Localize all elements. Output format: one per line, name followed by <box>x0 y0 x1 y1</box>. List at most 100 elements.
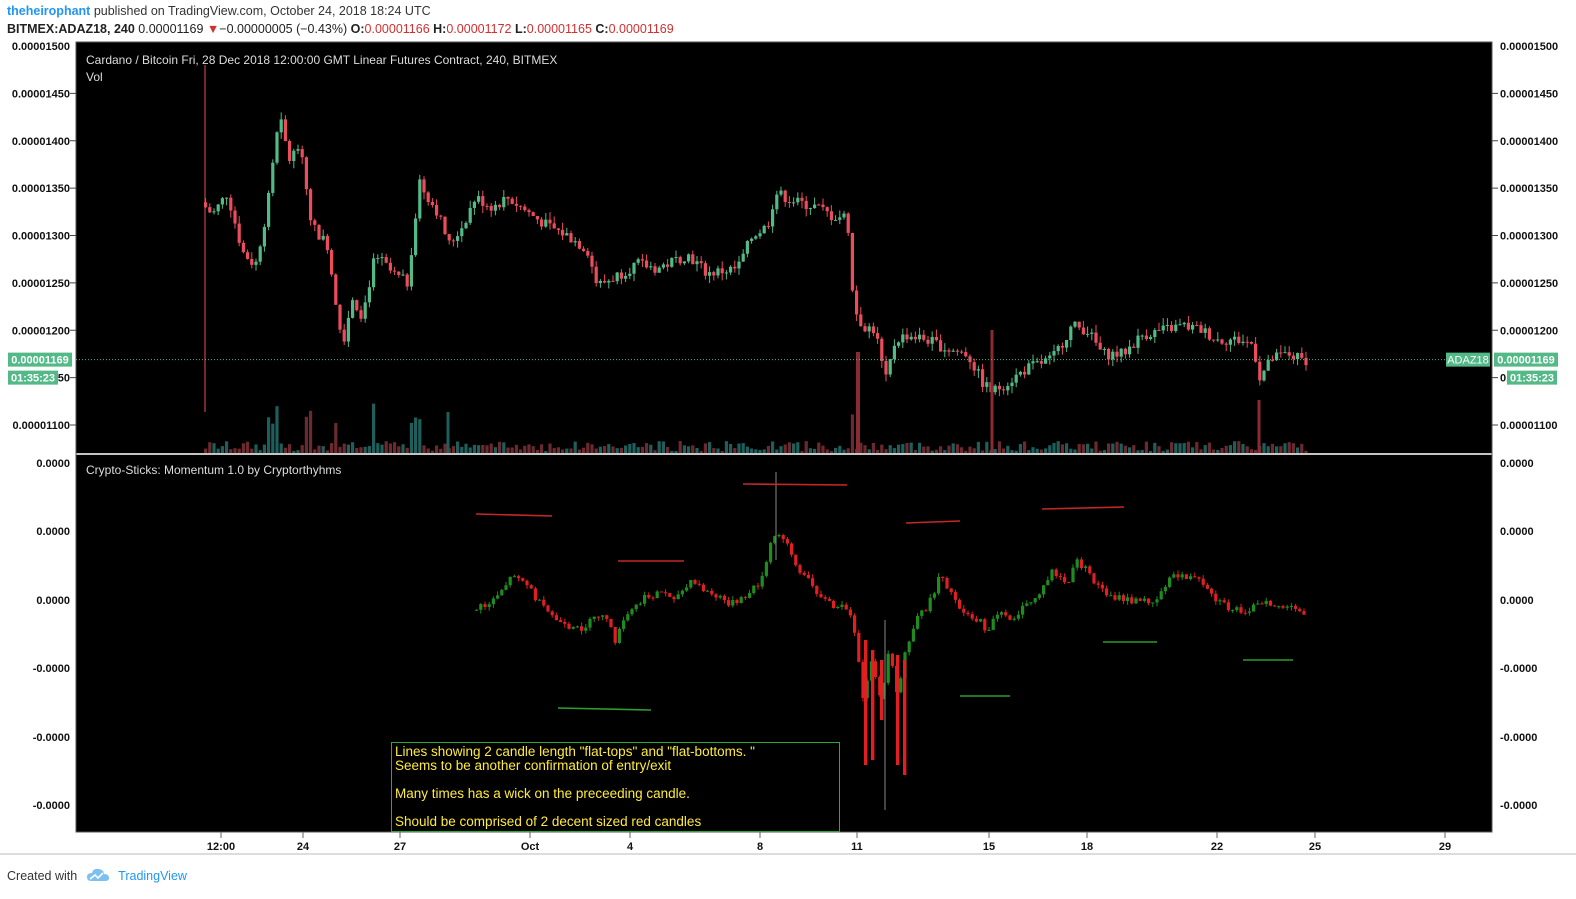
price-candle[interactable] <box>964 352 968 357</box>
momentum-candle[interactable] <box>529 585 533 589</box>
price-candle[interactable] <box>262 226 266 247</box>
momentum-candle[interactable] <box>1256 603 1260 605</box>
price-candle[interactable] <box>901 334 905 343</box>
price-candle[interactable] <box>548 219 552 224</box>
momentum-candle[interactable] <box>1231 610 1235 612</box>
price-candle[interactable] <box>414 218 418 256</box>
price-candle[interactable] <box>237 223 241 243</box>
momentum-candle[interactable] <box>920 610 924 616</box>
price-candle[interactable] <box>1056 346 1060 352</box>
price-candle[interactable] <box>1039 361 1043 364</box>
momentum-candle[interactable] <box>655 591 659 599</box>
price-candle[interactable] <box>527 210 531 213</box>
momentum-candle[interactable] <box>542 599 546 606</box>
price-candle[interactable] <box>1186 322 1190 330</box>
price-candle[interactable] <box>409 255 413 287</box>
momentum-candle[interactable] <box>958 599 962 609</box>
momentum-candle[interactable] <box>538 599 542 601</box>
price-candle[interactable] <box>1262 370 1266 381</box>
price-candle[interactable] <box>304 157 308 190</box>
price-candle[interactable] <box>506 196 510 199</box>
momentum-candle[interactable] <box>689 580 693 588</box>
momentum-candle[interactable] <box>1264 600 1268 604</box>
price-candle[interactable] <box>771 209 775 227</box>
price-candle[interactable] <box>636 259 640 263</box>
price-candle[interactable] <box>430 202 434 206</box>
momentum-candle[interactable] <box>1285 606 1289 608</box>
momentum-candle[interactable] <box>559 620 563 622</box>
momentum-candle[interactable] <box>1117 595 1121 600</box>
momentum-candle[interactable] <box>1197 577 1201 579</box>
price-candle[interactable] <box>1170 325 1174 331</box>
price-candle[interactable] <box>951 350 955 352</box>
price-candle[interactable] <box>1115 351 1119 357</box>
price-candle[interactable] <box>1195 324 1199 326</box>
price-candle[interactable] <box>1296 353 1300 360</box>
price-candle[interactable] <box>443 216 447 235</box>
momentum-candle[interactable] <box>1176 574 1180 578</box>
momentum-candle[interactable] <box>995 614 999 619</box>
momentum-candle[interactable] <box>1079 559 1083 568</box>
price-candle[interactable] <box>372 258 376 288</box>
price-candle[interactable] <box>716 268 720 276</box>
momentum-candle[interactable] <box>1218 600 1222 602</box>
momentum-candle[interactable] <box>580 626 584 631</box>
price-candle[interactable] <box>544 219 548 227</box>
price-candle[interactable] <box>1048 355 1052 359</box>
price-candle[interactable] <box>897 342 901 346</box>
price-candle[interactable] <box>682 261 686 264</box>
momentum-candle[interactable] <box>962 608 966 613</box>
momentum-candle[interactable] <box>1226 602 1230 611</box>
price-candle[interactable] <box>229 197 233 211</box>
price-candle[interactable] <box>779 190 783 195</box>
momentum-candle[interactable] <box>1029 602 1033 604</box>
price-candle[interactable] <box>1304 357 1308 366</box>
momentum-candle[interactable] <box>781 535 785 540</box>
price-candle[interactable] <box>334 274 338 305</box>
price-candle[interactable] <box>813 204 817 209</box>
price-candle[interactable] <box>451 240 455 242</box>
momentum-candle[interactable] <box>991 618 995 630</box>
price-candle[interactable] <box>607 280 611 283</box>
price-candle[interactable] <box>1153 330 1157 338</box>
price-candle[interactable] <box>628 273 632 276</box>
momentum-candle[interactable] <box>508 576 512 586</box>
price-candle[interactable] <box>351 300 355 318</box>
price-candle[interactable] <box>426 192 430 203</box>
momentum-candle[interactable] <box>676 594 680 600</box>
momentum-candle[interactable] <box>609 618 613 628</box>
price-candle[interactable] <box>783 190 787 203</box>
price-candle[interactable] <box>939 340 943 352</box>
price-candle[interactable] <box>267 192 271 227</box>
price-candle[interactable] <box>296 149 300 151</box>
price-candle[interactable] <box>552 223 556 229</box>
price-candle[interactable] <box>367 287 371 303</box>
momentum-candle[interactable] <box>857 632 861 662</box>
price-candle[interactable] <box>225 197 229 199</box>
price-candle[interactable] <box>1254 343 1258 362</box>
momentum-candle[interactable] <box>500 589 504 596</box>
price-candle[interactable] <box>405 274 409 287</box>
momentum-candle[interactable] <box>638 603 642 605</box>
momentum-candle[interactable] <box>874 661 878 677</box>
price-candle[interactable] <box>1018 371 1022 375</box>
momentum-candle[interactable] <box>1155 599 1159 603</box>
price-candle[interactable] <box>1052 351 1056 356</box>
price-candle[interactable] <box>1081 327 1085 335</box>
momentum-candle[interactable] <box>731 600 735 606</box>
momentum-candle[interactable] <box>836 606 840 608</box>
price-candle[interactable] <box>657 267 661 273</box>
price-candle[interactable] <box>401 274 405 276</box>
momentum-candle[interactable] <box>916 615 920 629</box>
price-candle[interactable] <box>1073 321 1077 327</box>
price-candle[interactable] <box>292 150 296 162</box>
momentum-candle[interactable] <box>1033 598 1037 603</box>
price-candle[interactable] <box>493 204 497 211</box>
momentum-candle[interactable] <box>1235 607 1239 611</box>
price-candle[interactable] <box>699 261 703 264</box>
price-candle[interactable] <box>666 264 670 267</box>
momentum-candle[interactable] <box>941 576 945 578</box>
price-candle[interactable] <box>880 338 884 361</box>
price-candle[interactable] <box>913 336 917 340</box>
momentum-candle[interactable] <box>974 618 978 622</box>
